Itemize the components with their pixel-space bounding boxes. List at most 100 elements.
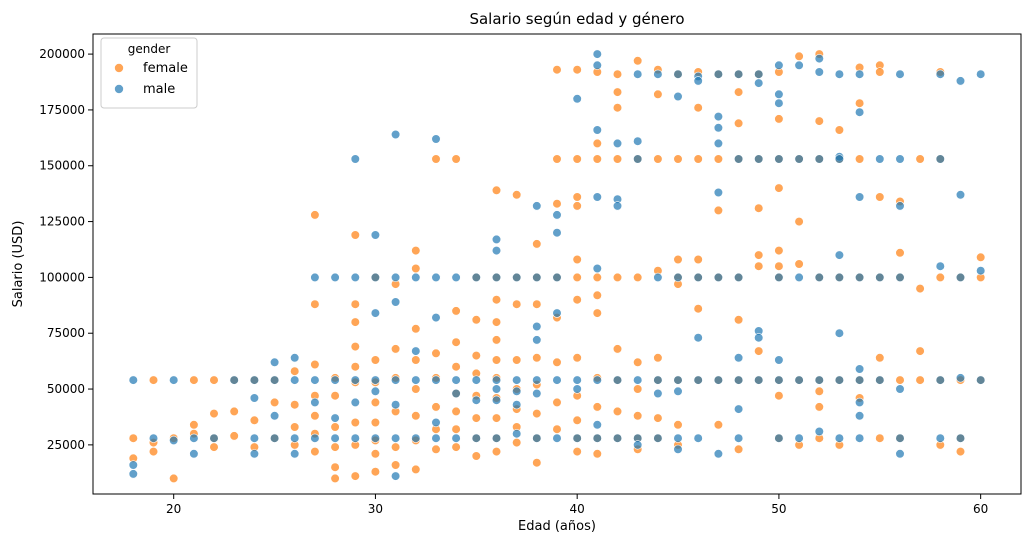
data-point-female (713, 205, 724, 215)
data-point-female (491, 335, 502, 345)
data-point-male (673, 91, 683, 102)
data-point-male (512, 375, 522, 385)
data-point-female (350, 299, 360, 309)
data-point-male (935, 433, 945, 443)
data-point-female (633, 384, 643, 394)
data-point-male (794, 433, 804, 443)
data-point-female (148, 375, 159, 385)
data-point-male (895, 154, 905, 164)
data-point-male (350, 375, 360, 385)
data-point-female (754, 250, 764, 260)
data-point-female (169, 473, 179, 484)
data-point-male (572, 375, 582, 385)
data-point-male (754, 333, 764, 343)
data-point-female (128, 433, 138, 443)
data-point-female (189, 375, 199, 385)
data-point-female (633, 56, 643, 66)
data-point-male (370, 308, 381, 318)
data-point-male (774, 375, 784, 385)
data-point-male (814, 67, 824, 77)
data-point-male (330, 413, 340, 423)
data-point-female (552, 65, 562, 75)
data-point-female (491, 185, 502, 195)
data-point-male (532, 321, 542, 332)
data-point-male (612, 138, 623, 148)
data-point-female (854, 154, 865, 164)
data-point-male (713, 449, 724, 459)
data-point-female (411, 384, 421, 394)
data-point-male (512, 272, 522, 283)
data-point-male (391, 375, 401, 385)
data-point-male (370, 272, 381, 283)
data-point-male (491, 395, 502, 405)
data-point-male (330, 375, 340, 385)
data-point-female (733, 118, 744, 128)
data-point-female (451, 306, 461, 316)
data-point-male (189, 449, 199, 459)
data-point-male (955, 373, 966, 383)
data-point-male (350, 272, 360, 283)
data-point-male (229, 375, 239, 385)
data-point-female (552, 424, 562, 434)
data-point-male (814, 272, 824, 283)
data-point-female (592, 272, 602, 283)
data-point-female (330, 391, 340, 401)
data-point-male (370, 230, 381, 240)
data-point-female (572, 447, 582, 457)
data-point-male (350, 433, 360, 443)
data-point-female (572, 353, 582, 363)
data-point-male (431, 134, 441, 144)
data-point-female (431, 348, 441, 358)
data-point-male (935, 154, 945, 164)
data-point-female (350, 230, 360, 240)
data-point-male (451, 433, 461, 443)
data-point-female (733, 444, 744, 454)
data-point-male (834, 69, 845, 79)
data-point-male (633, 154, 643, 164)
data-point-male (733, 154, 744, 164)
data-point-female (915, 154, 925, 164)
data-point-female (713, 420, 724, 430)
data-point-female (491, 317, 502, 327)
data-point-male (270, 433, 280, 443)
legend-marker-male (114, 84, 124, 94)
data-point-male (834, 272, 845, 283)
data-point-female (552, 397, 562, 408)
data-point-female (148, 447, 159, 457)
data-point-male (290, 353, 300, 363)
data-point-female (633, 272, 643, 283)
data-point-male (733, 433, 744, 443)
data-point-female (875, 353, 885, 363)
data-point-female (673, 254, 683, 265)
x-axis: 20 30 40 50 60 (166, 494, 988, 516)
data-point-female (794, 259, 804, 269)
data-point-female (411, 324, 421, 334)
data-point-male (592, 375, 602, 385)
data-point-female (875, 433, 885, 443)
data-point-male (693, 375, 703, 385)
data-point-female (572, 415, 582, 425)
data-point-female (713, 154, 724, 164)
data-point-male (249, 449, 259, 459)
data-point-male (935, 375, 945, 385)
x-tick-label: 50 (771, 502, 786, 516)
data-point-male (653, 375, 663, 385)
data-point-female (512, 190, 522, 200)
data-point-male (431, 375, 441, 385)
data-point-male (733, 353, 744, 363)
data-point-male (834, 154, 845, 164)
data-point-male (451, 375, 461, 385)
data-point-female (290, 366, 300, 376)
data-point-female (491, 447, 502, 457)
data-point-female (451, 337, 461, 347)
data-point-male (633, 69, 643, 79)
data-point-female (572, 65, 582, 75)
data-point-female (350, 362, 360, 372)
data-point-female (592, 449, 602, 459)
data-point-male (854, 364, 865, 374)
data-point-female (774, 114, 784, 124)
data-point-female (330, 462, 340, 472)
data-point-female (572, 192, 582, 202)
data-point-female (471, 451, 481, 461)
data-point-female (955, 447, 966, 457)
